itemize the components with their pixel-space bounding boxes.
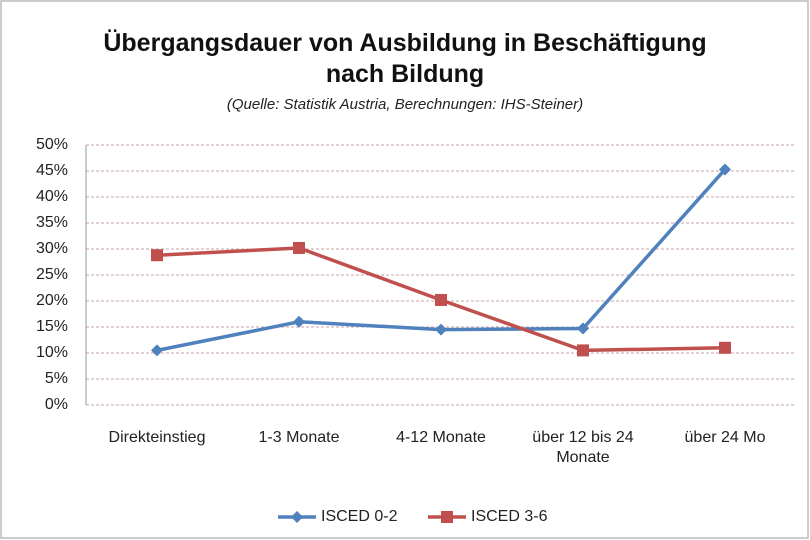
y-tick-label: 25%: [36, 266, 68, 283]
y-tick-label: 10%: [36, 344, 68, 361]
x-tick-label: über 24 Mo: [684, 429, 766, 446]
data-point: [151, 249, 163, 262]
y-tick-label: 0%: [45, 396, 68, 413]
data-point: [719, 163, 731, 176]
y-tick-label: 15%: [36, 318, 68, 335]
legend-label: ISCED 3-6: [471, 508, 548, 525]
x-tick-label: 1-3 Monate: [258, 429, 340, 446]
x-tick-label: 4-12 Monate: [396, 429, 486, 446]
y-tick-label: 20%: [36, 292, 68, 309]
data-point: [577, 322, 589, 335]
y-tick-label: 45%: [36, 162, 68, 179]
data-point: [435, 293, 447, 306]
legend-label: ISCED 0-2: [321, 508, 398, 525]
legend-marker: [441, 511, 453, 523]
y-tick-label: 35%: [36, 214, 68, 231]
data-point: [435, 323, 447, 336]
y-tick-label: 5%: [45, 370, 68, 387]
legend-marker: [291, 511, 303, 523]
y-tick-label: 50%: [36, 136, 68, 153]
x-tick-label: Direkteinstieg: [108, 429, 206, 446]
data-point: [577, 344, 589, 357]
y-tick-label: 40%: [36, 188, 68, 205]
data-point: [719, 341, 731, 354]
data-point: [151, 344, 163, 357]
data-point: [293, 241, 305, 254]
chart-title: Übergangsdauer von Ausbildung in Beschäf…: [103, 29, 707, 88]
x-tick-label: über 12 bis 24 Monate: [532, 429, 634, 466]
chart-subtitle: (Quelle: Statistik Austria, Berechnungen…: [226, 96, 584, 113]
y-tick-label: 30%: [36, 240, 68, 257]
data-point: [293, 315, 305, 328]
